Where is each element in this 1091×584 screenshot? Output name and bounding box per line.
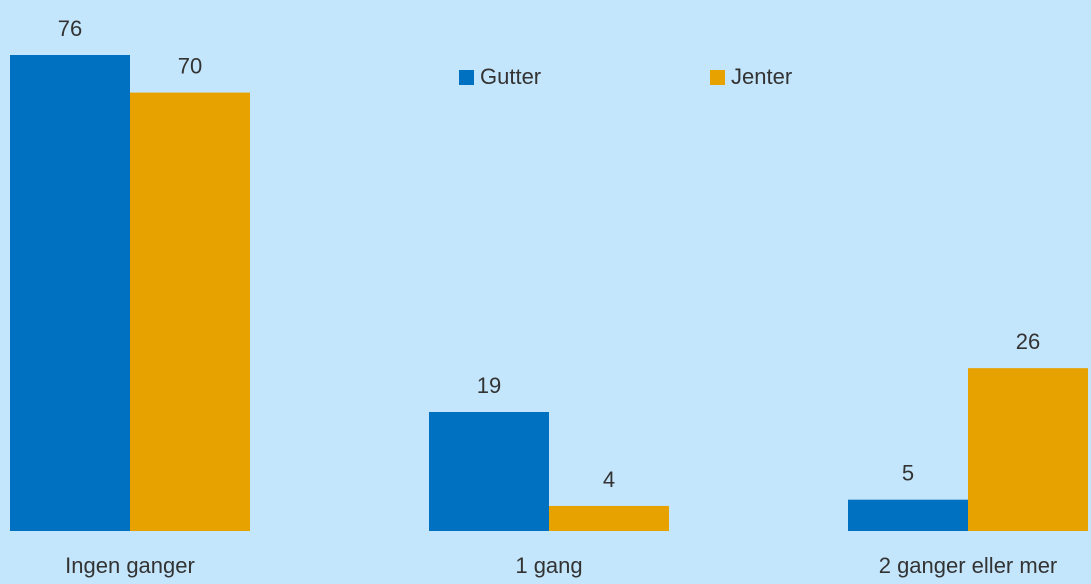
legend-label: Jenter bbox=[731, 64, 792, 89]
bar bbox=[848, 499, 968, 531]
data-label: 70 bbox=[178, 53, 202, 78]
data-label: 76 bbox=[58, 16, 82, 41]
data-label: 19 bbox=[477, 373, 501, 398]
data-label: 4 bbox=[603, 467, 615, 492]
bar bbox=[968, 368, 1088, 531]
data-label: 5 bbox=[902, 460, 914, 485]
legend-label: Gutter bbox=[480, 64, 541, 89]
x-tick-label: 2 ganger eller mer bbox=[879, 553, 1058, 578]
legend-swatch bbox=[459, 70, 474, 85]
bar bbox=[130, 92, 250, 531]
data-label: 26 bbox=[1016, 329, 1040, 354]
bar bbox=[429, 412, 549, 531]
x-tick-label: Ingen ganger bbox=[65, 553, 195, 578]
x-tick-label: 1 gang bbox=[515, 553, 582, 578]
bar bbox=[549, 505, 669, 531]
bar bbox=[10, 55, 130, 531]
legend-swatch bbox=[710, 70, 725, 85]
